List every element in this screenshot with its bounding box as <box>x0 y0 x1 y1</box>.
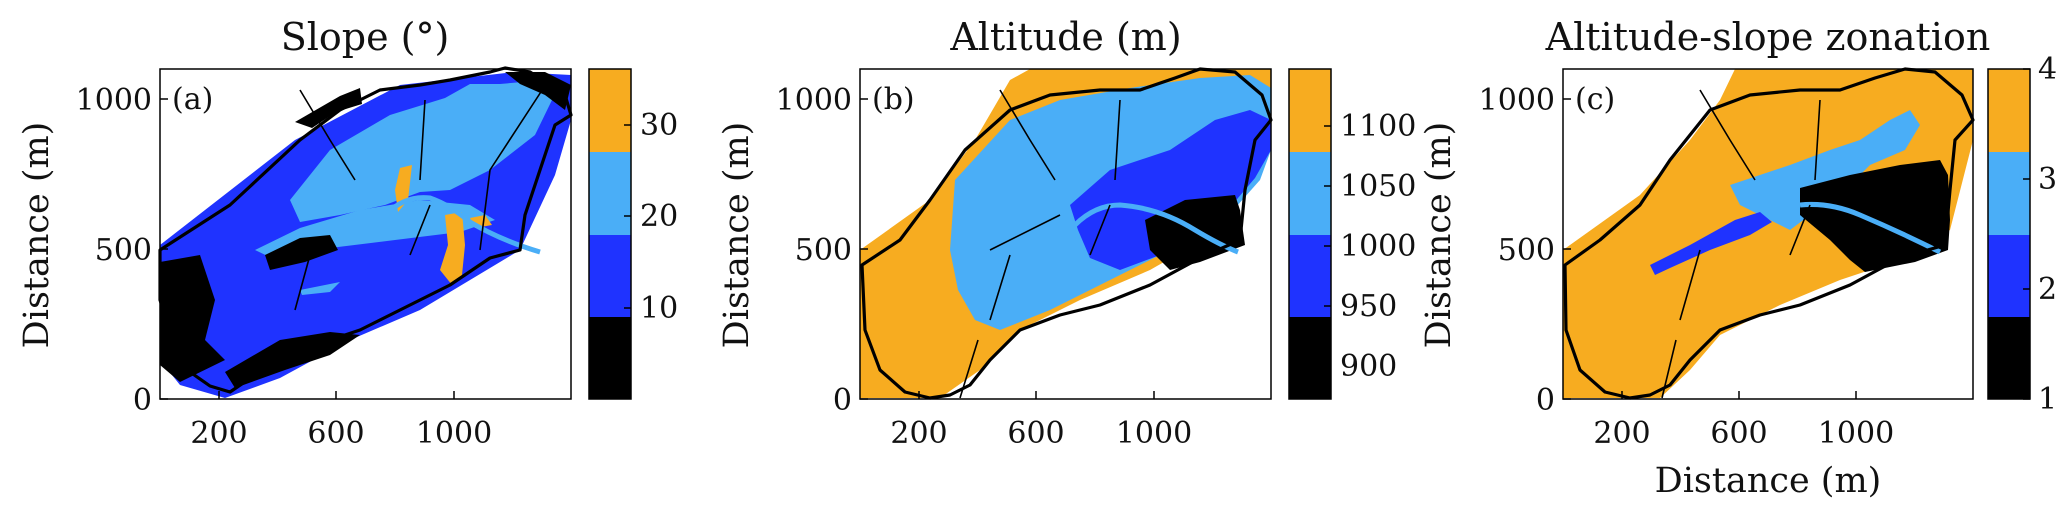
panel-a-y-ticks: 0 500 1000 <box>76 83 168 418</box>
panel-c-ylabel: Distance (m) <box>1419 122 1459 349</box>
colorbar-segment-orange <box>589 69 631 152</box>
panel-c-colorbar: 1 2 3 4 <box>1987 52 2057 417</box>
zone-2-blue-region <box>1650 212 1772 275</box>
altitude-class-blue-region <box>1070 110 1271 270</box>
colorbar-segment-orange <box>1988 69 2030 152</box>
slope-class-black-region <box>160 255 225 382</box>
study-area-outline <box>158 66 573 394</box>
colorbar-segment-light-blue <box>1289 152 1331 235</box>
panel-c-map <box>1563 69 1973 399</box>
colorbar-tick-label: 1100 <box>1340 109 1416 144</box>
panel-a-title: Slope (°) <box>281 15 450 59</box>
x-tick-label: 600 <box>307 416 364 451</box>
panel-c-y-ticks: 0 500 1000 <box>1479 83 1571 418</box>
valley-stream <box>1799 202 1942 255</box>
x-tick-label: 1000 <box>416 416 492 451</box>
colorbar-tick-label: 4 <box>2038 52 2057 87</box>
panel-c: Altitude-slope zonation (c) 0 500 1000 2… <box>1419 15 2057 501</box>
y-tick-label: 500 <box>1498 233 1555 268</box>
panel-b-y-ticks: 0 500 1000 <box>776 83 868 418</box>
x-tick-label: 200 <box>1593 416 1650 451</box>
colorbar-tick-label: 1 <box>2038 382 2057 417</box>
panel-b: Altitude (m) (b) 0 500 1000 200 600 100 <box>717 15 1416 451</box>
colorbar-tick-label: 2 <box>2038 272 2057 307</box>
panel-a-colorbar: 10 20 30 <box>588 68 678 400</box>
panel-a-x-ticks: 200 600 1000 <box>190 391 492 451</box>
x-tick-label: 1000 <box>1116 416 1192 451</box>
colorbar-tick-label: 1000 <box>1340 229 1416 264</box>
colorbar-tick-label: 950 <box>1340 289 1397 324</box>
y-tick-label: 1000 <box>776 83 852 118</box>
panel-c-xlabel: Distance (m) <box>1655 461 1882 501</box>
x-tick-label: 200 <box>890 416 947 451</box>
y-tick-label: 0 <box>1536 383 1555 418</box>
y-tick-label: 0 <box>133 383 152 418</box>
panel-b-x-ticks: 200 600 1000 <box>890 391 1192 451</box>
panel-c-title: Altitude-slope zonation <box>1545 15 1991 59</box>
colorbar-tick-label: 30 <box>640 108 678 143</box>
y-tick-label: 500 <box>95 233 152 268</box>
panel-c-axes <box>1562 68 1974 400</box>
study-area-outline <box>1563 67 1975 400</box>
valley-stream <box>1073 202 1239 255</box>
slope-class-black-region <box>505 72 571 110</box>
colorbar-segment-blue <box>1988 235 2030 317</box>
slope-class-light-blue-region <box>300 282 340 295</box>
x-tick-label: 1000 <box>1818 416 1894 451</box>
panel-a-axes <box>159 68 572 400</box>
panel-a: Slope (°) (a) 0 500 1000 <box>17 15 678 451</box>
x-tick-label: 200 <box>190 416 247 451</box>
panel-c-x-ticks: 200 600 1000 <box>1593 391 1894 451</box>
panel-b-title: Altitude (m) <box>949 15 1181 59</box>
y-tick-label: 0 <box>833 383 852 418</box>
colorbar-segment-black <box>1988 317 2030 399</box>
colorbar-segment-blue <box>1289 235 1331 317</box>
slope-class-black-region <box>265 235 338 270</box>
y-tick-label: 1000 <box>1479 83 1555 118</box>
ridge-lines <box>959 89 1121 399</box>
colorbar-segment-light-blue <box>1988 152 2030 235</box>
slope-class-light-blue-region <box>290 80 552 222</box>
panel-a-map <box>160 72 571 398</box>
panel-b-axes <box>859 68 1272 400</box>
colorbar-segment-black <box>1289 317 1331 399</box>
panel-b-label: (b) <box>872 82 915 117</box>
x-tick-label: 600 <box>1007 416 1064 451</box>
panel-a-ylabel: Distance (m) <box>17 122 57 349</box>
panel-b-colorbar: 900 950 1000 1050 1100 <box>1288 68 1416 400</box>
slope-class-orange-region <box>440 212 465 285</box>
panel-c-label: (c) <box>1575 82 1615 117</box>
panel-b-map <box>860 69 1271 399</box>
x-tick-label: 600 <box>1710 416 1767 451</box>
colorbar-segment-blue <box>589 235 631 317</box>
panel-b-ylabel: Distance (m) <box>717 122 757 349</box>
study-area-outline <box>860 67 1273 400</box>
y-tick-label: 1000 <box>76 83 152 118</box>
colorbar-tick-label: 3 <box>2038 162 2057 197</box>
colorbar-tick-label: 1050 <box>1340 169 1416 204</box>
y-tick-label: 500 <box>795 233 852 268</box>
ridge-lines <box>294 77 551 311</box>
slope-class-black-region <box>295 88 362 128</box>
zone-3-light-blue-region <box>1730 110 1920 230</box>
panel-a-label: (a) <box>172 82 213 117</box>
colorbar-tick-label: 900 <box>1340 349 1397 384</box>
colorbar-segment-orange <box>1289 69 1331 152</box>
ridge-lines <box>1661 89 1821 399</box>
colorbar-segment-black <box>589 317 631 399</box>
colorbar-tick-label: 10 <box>640 291 678 326</box>
colorbar-tick-label: 20 <box>640 199 678 234</box>
zone-1-black-region <box>1800 160 1950 272</box>
colorbar-segment-light-blue <box>589 152 631 235</box>
valley-stream <box>383 195 541 255</box>
